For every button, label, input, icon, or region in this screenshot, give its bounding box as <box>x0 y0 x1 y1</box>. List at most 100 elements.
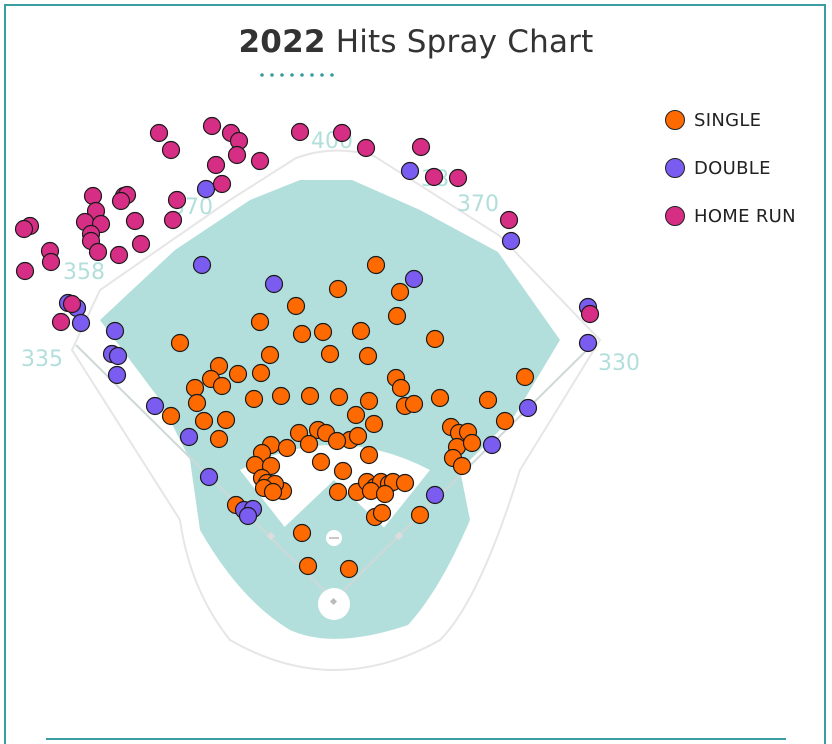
single-hit-marker <box>250 312 270 332</box>
single-hit-marker <box>410 505 430 525</box>
title-year: 2022 <box>238 24 326 60</box>
single-hit-marker <box>372 503 392 523</box>
double-hit-marker <box>404 269 424 289</box>
distance-label-right-line: 330 <box>598 351 640 376</box>
bottom-rule <box>46 738 786 740</box>
double-hit-marker <box>199 467 219 487</box>
home-run-marker <box>88 242 108 262</box>
single-hit-marker <box>216 410 236 430</box>
home-run-marker <box>206 155 226 175</box>
single-hit-marker <box>277 438 297 458</box>
home-run-marker <box>15 261 35 281</box>
single-hit-marker <box>328 482 348 502</box>
home-run-marker <box>161 140 181 160</box>
single-hit-marker <box>194 411 214 431</box>
double-hit-marker <box>105 321 125 341</box>
single-hit-marker <box>462 433 482 453</box>
single-hit-marker <box>329 387 349 407</box>
home-run-marker <box>62 294 82 314</box>
chart-title: 2022 Hits Spray Chart <box>0 24 832 60</box>
home-run-marker <box>424 167 444 187</box>
single-hit-marker <box>351 321 371 341</box>
single-hit-marker <box>244 389 264 409</box>
single-hit-marker <box>359 445 379 465</box>
single-hit-marker <box>327 431 347 451</box>
legend-label-single: SINGLE <box>694 109 762 131</box>
title-underline-dots <box>260 73 334 77</box>
home-run-marker <box>14 219 34 239</box>
single-hit-marker <box>271 386 291 406</box>
home-run-swatch <box>665 206 685 226</box>
home-run-marker <box>448 168 468 188</box>
single-hit-marker <box>404 394 424 414</box>
single-hit-marker <box>515 367 535 387</box>
home-run-marker <box>41 252 61 272</box>
single-hit-marker <box>263 482 283 502</box>
single-hit-marker <box>228 364 248 384</box>
single-swatch <box>665 110 685 130</box>
title-text: Hits Spray Chart <box>335 24 594 60</box>
home-run-marker <box>227 145 247 165</box>
legend: SINGLE DOUBLE HOME RUN <box>665 96 796 240</box>
single-hit-marker <box>425 329 445 349</box>
distance-label-left-line: 335 <box>21 347 63 372</box>
home-run-marker <box>290 122 310 142</box>
single-hit-marker <box>311 452 331 472</box>
single-hit-marker <box>313 322 333 342</box>
double-hit-marker <box>196 179 216 199</box>
double-hit-marker <box>578 333 598 353</box>
field-turf <box>100 180 560 639</box>
double-hit-marker <box>425 485 445 505</box>
single-hit-marker <box>359 391 379 411</box>
single-hit-marker <box>170 333 190 353</box>
single-hit-marker <box>452 456 472 476</box>
legend-label-double: DOUBLE <box>694 157 771 179</box>
double-hit-marker <box>264 274 284 294</box>
single-hit-marker <box>495 411 515 431</box>
single-hit-marker <box>185 378 205 398</box>
home-run-marker <box>499 210 519 230</box>
home-run-marker <box>51 312 71 332</box>
single-hit-marker <box>364 414 384 434</box>
single-hit-marker <box>328 279 348 299</box>
single-hit-marker <box>346 405 366 425</box>
double-swatch <box>665 158 685 178</box>
hit-markers <box>14 116 600 579</box>
home-run-marker <box>125 211 145 231</box>
single-hit-marker <box>187 393 207 413</box>
single-hit-marker <box>298 556 318 576</box>
home-run-marker <box>212 174 232 194</box>
single-hit-marker <box>387 306 407 326</box>
double-hit-marker <box>238 506 258 526</box>
single-hit-marker <box>299 434 319 454</box>
park-outline <box>70 149 602 671</box>
home-run-marker <box>332 123 352 143</box>
double-hit-marker <box>501 231 521 251</box>
single-hit-marker <box>390 282 410 302</box>
single-hit-marker <box>366 255 386 275</box>
home-run-marker <box>580 304 600 324</box>
legend-item-home-run: HOME RUN <box>665 192 796 240</box>
chart-frame <box>4 4 826 744</box>
home-run-marker <box>131 234 151 254</box>
distance-label-left-center: 358 <box>63 260 105 285</box>
legend-item-double: DOUBLE <box>665 144 796 192</box>
distance-label-right-gap: 370 <box>457 192 499 217</box>
single-hit-marker <box>292 324 312 344</box>
double-hit-marker <box>518 398 538 418</box>
home-run-marker <box>250 151 270 171</box>
double-hit-marker <box>400 161 420 181</box>
home-run-marker <box>83 186 103 206</box>
single-hit-marker <box>391 378 411 398</box>
home-run-marker <box>411 137 431 157</box>
single-hit-marker <box>260 345 280 365</box>
single-hit-marker <box>333 461 353 481</box>
single-hit-marker <box>251 363 271 383</box>
single-hit-marker <box>292 523 312 543</box>
home-run-marker <box>202 116 222 136</box>
single-hit-marker <box>320 344 340 364</box>
home-run-marker <box>109 245 129 265</box>
double-hit-marker <box>482 435 502 455</box>
single-hit-marker <box>286 296 306 316</box>
